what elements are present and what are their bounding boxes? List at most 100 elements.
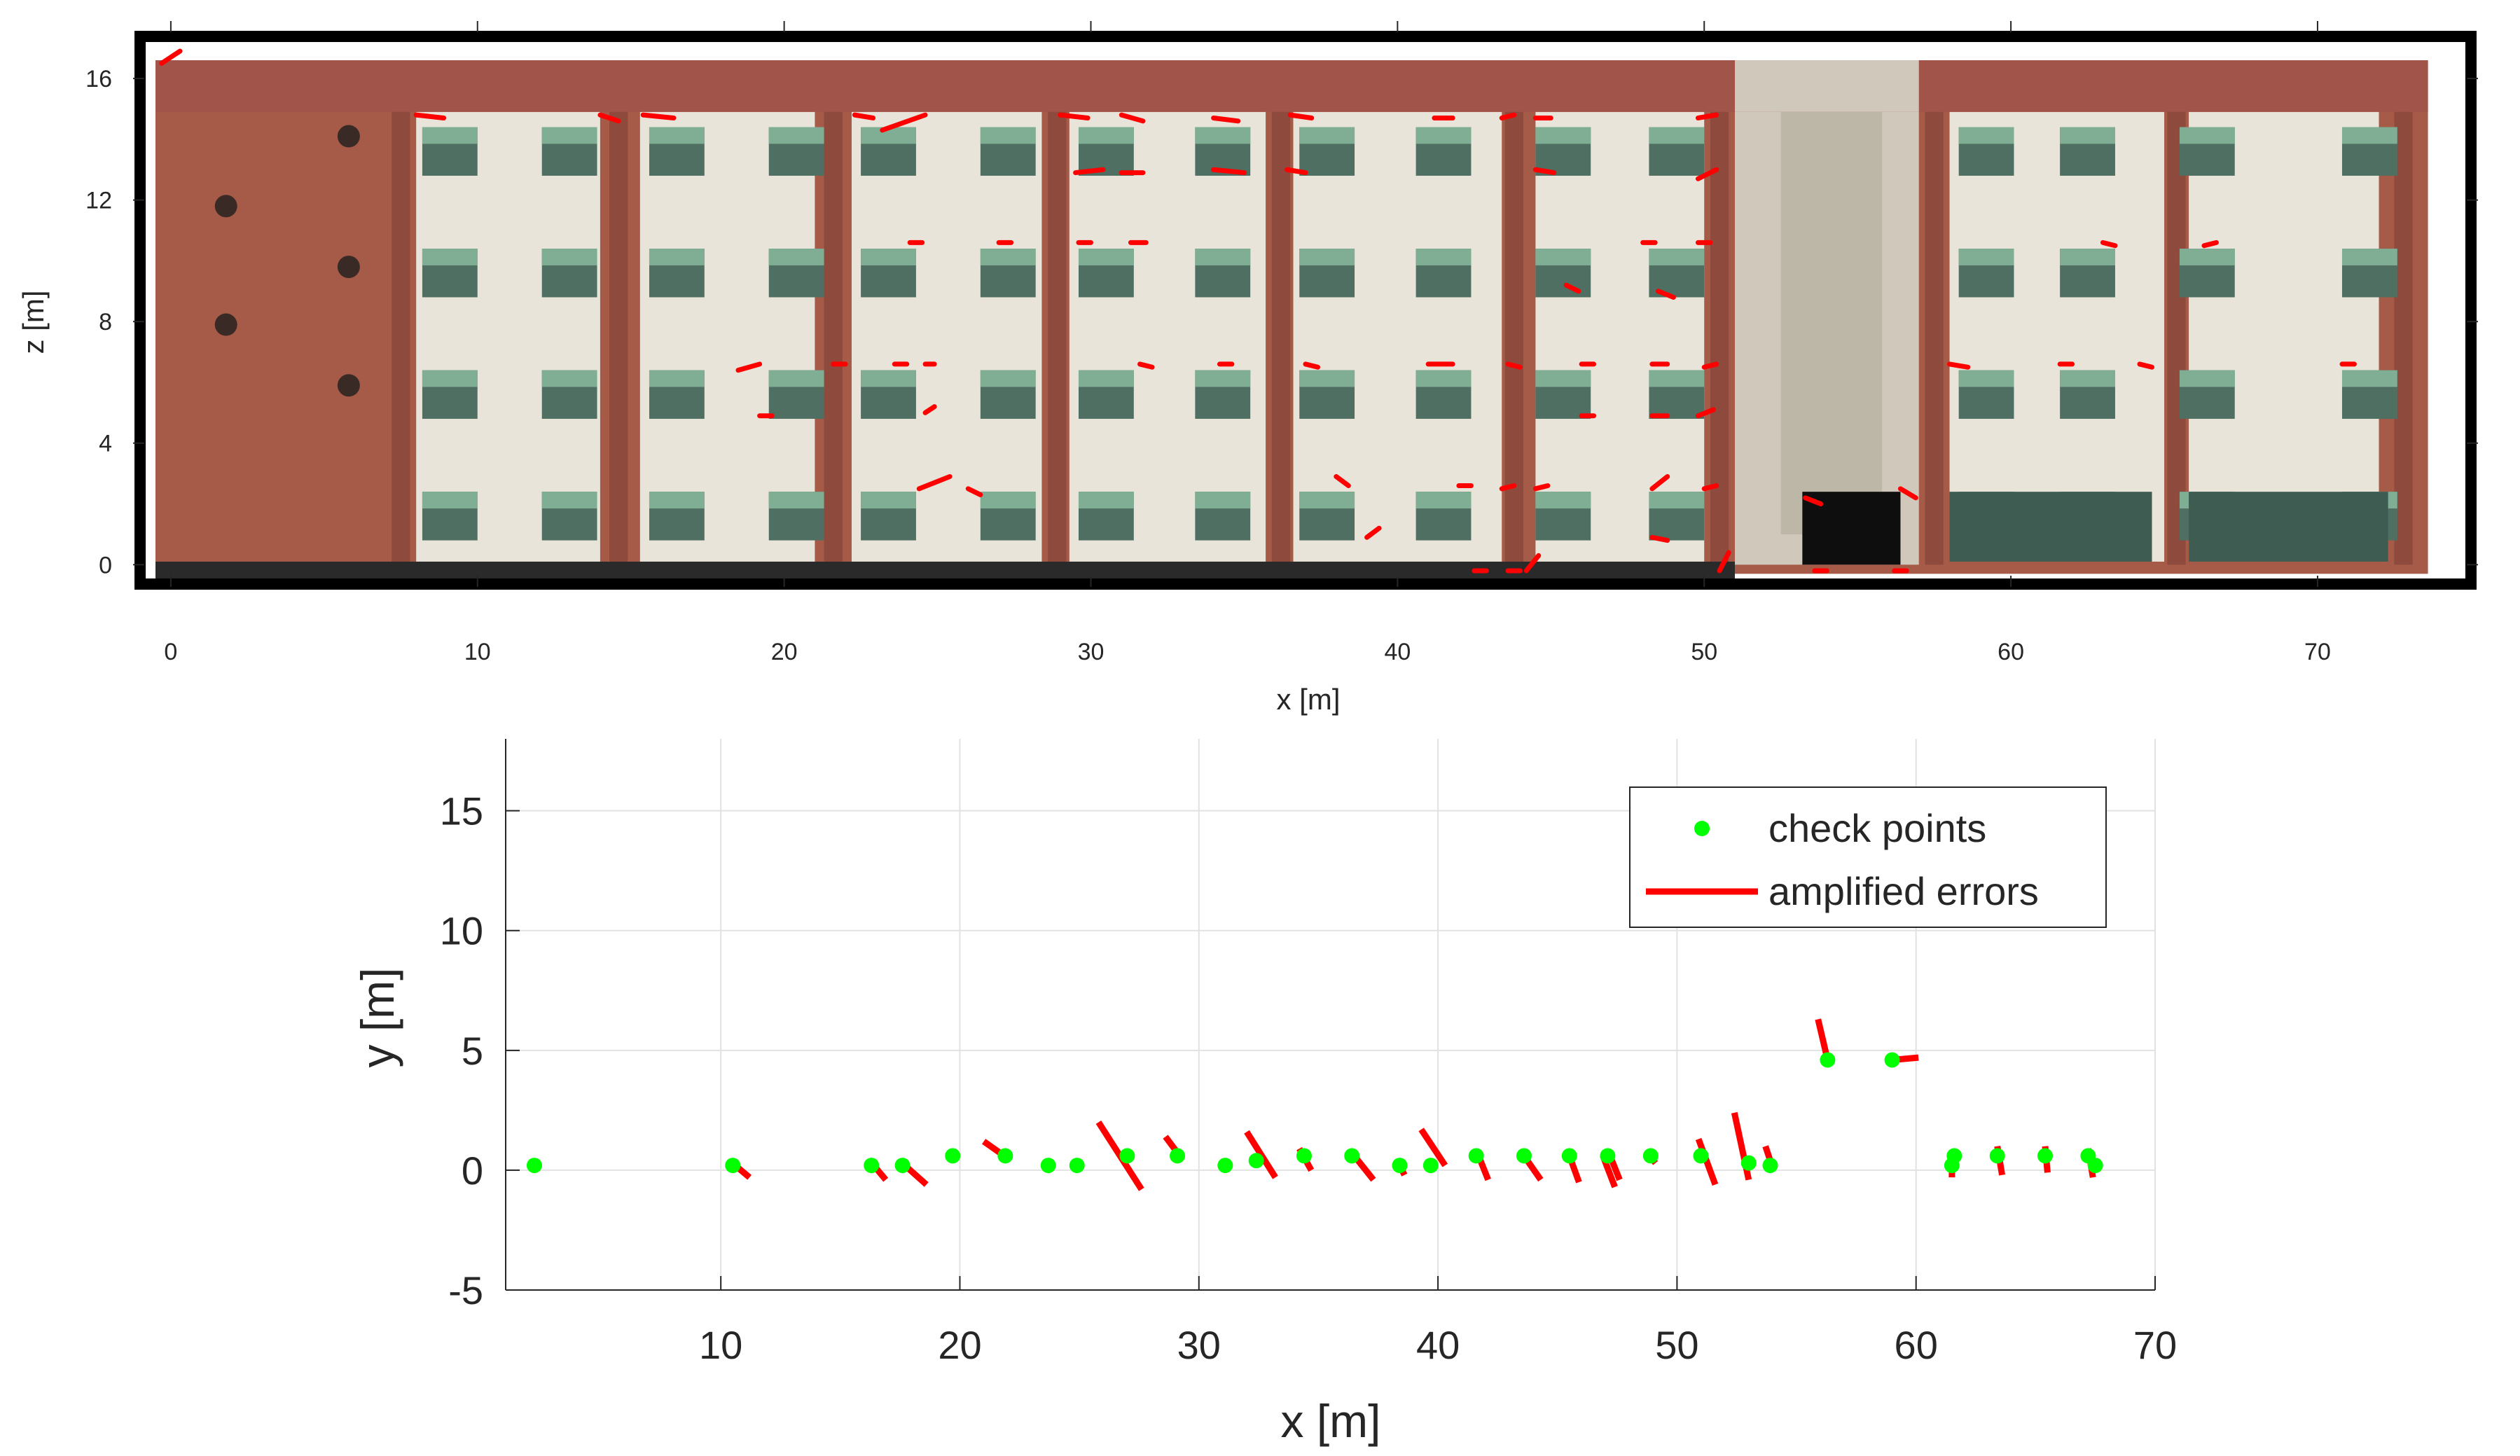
- facade-window-shade: [768, 492, 824, 509]
- facade-window-shade: [2179, 249, 2235, 265]
- plan-check-point: [1740, 1155, 1757, 1171]
- facade-error-segment: [1334, 473, 1351, 488]
- facade-error-segment: [1649, 473, 1670, 492]
- facade-panel: 0 10 20 30 40 50 60 70 0 4 8 12 16 x [m] z [m]: [17, 21, 2478, 716]
- facade-window-shade: [1299, 370, 1355, 387]
- facade-window-shade: [1535, 127, 1591, 144]
- facade-pilaster: [824, 66, 843, 565]
- facade-window-shade: [2341, 249, 2397, 265]
- facade-window-shade: [2060, 127, 2115, 144]
- facade-pilaster: [1048, 66, 1067, 565]
- plan-y-tick-label: -5: [448, 1268, 483, 1312]
- facade-window-shade: [1078, 370, 1134, 387]
- facade-y-axis-label: z [m]: [17, 291, 50, 354]
- facade-shopfront: [2189, 492, 2388, 562]
- facade-round-window: [214, 313, 237, 336]
- facade-error-segment: [1695, 407, 1716, 419]
- legend-errors-label: amplified errors: [1768, 869, 2039, 913]
- facade-frame: [134, 31, 2477, 590]
- facade-plaster-bay: [2189, 111, 2379, 562]
- plan-check-point: [1392, 1158, 1408, 1174]
- facade-window-shade: [861, 370, 916, 387]
- plan-check-point: [1946, 1148, 1962, 1164]
- facade-window-shade: [1958, 249, 2014, 265]
- facade-window-shade: [1535, 492, 1591, 509]
- plan-x-tick-label: 30: [1177, 1323, 1221, 1367]
- facade-ground: [155, 561, 1736, 580]
- facade-error-segment: [1701, 483, 1719, 492]
- facade-error-segment: [1717, 550, 1731, 574]
- facade-window-shade: [1195, 249, 1251, 265]
- plan-x-tick-label: 40: [1416, 1323, 1460, 1367]
- facade-error-segment: [413, 112, 447, 120]
- facade-error-segment: [1523, 553, 1542, 574]
- facade-y-tick-label: 12: [85, 188, 112, 214]
- facade-window-shade: [541, 249, 597, 265]
- facade-error-segment: [1303, 361, 1321, 370]
- facade-window-shade: [861, 127, 916, 144]
- plan-check-point: [1884, 1052, 1900, 1068]
- facade-window-shade: [980, 492, 1036, 509]
- plan-x-tick-label: 70: [2133, 1323, 2177, 1367]
- facade-window-shade: [2341, 370, 2397, 387]
- facade-error-segment: [880, 112, 928, 133]
- plan-check-point: [1248, 1153, 1264, 1169]
- facade-image: [155, 42, 2456, 580]
- facade-stair-window: [1780, 93, 1883, 534]
- facade-window-shade: [649, 492, 705, 509]
- facade-window-shade: [1649, 127, 1705, 144]
- facade-window-shade: [1649, 249, 1705, 265]
- facade-error-segment: [1701, 361, 1719, 370]
- facade-round-window: [214, 195, 237, 218]
- plan-check-point: [1561, 1148, 1577, 1164]
- facade-plaster-bay: [1535, 111, 1705, 562]
- facade-window-shade: [422, 127, 478, 144]
- legend: check points amplified errors: [1629, 786, 2107, 928]
- plan-panel: 10 20 30 40 50 60 70 -5 0 5 10 15 x [m] y [m] check…: [352, 739, 2177, 1447]
- facade-x-tick-label: 30: [1078, 639, 1105, 665]
- plan-check-point: [2037, 1148, 2053, 1164]
- plan-check-point: [1820, 1052, 1836, 1068]
- facade-axes: 0 10 20 30 40 50 60 70 0 4 8 12 16: [85, 21, 2478, 665]
- legend-check-points-label: check points: [1768, 806, 1986, 850]
- facade-window-shade: [1299, 249, 1355, 265]
- facade-error-segment: [1499, 112, 1517, 120]
- plan-check-points: [526, 1052, 2103, 1174]
- facade-error-segment: [159, 48, 183, 66]
- plan-check-point: [1069, 1158, 1085, 1174]
- plan-check-point: [1344, 1148, 1360, 1164]
- facade-window-shade: [861, 492, 916, 509]
- facade-error-segment: [852, 112, 876, 120]
- facade-window-shade: [1415, 127, 1472, 144]
- facade-window-shade: [768, 370, 824, 387]
- facade-plaster-bay: [639, 111, 815, 562]
- facade-x-tick-label: 50: [1691, 639, 1717, 665]
- plan-check-point: [1468, 1148, 1484, 1164]
- facade-error-segment: [2100, 240, 2118, 249]
- facade-window-shade: [861, 249, 916, 265]
- facade-pilaster: [392, 66, 410, 565]
- plan-check-point: [1422, 1158, 1439, 1174]
- plan-check-point: [1989, 1148, 2005, 1164]
- facade-window-shade: [422, 492, 478, 509]
- facade-window-shade: [768, 127, 824, 144]
- facade-pilaster: [1504, 66, 1523, 565]
- plan-check-point: [1600, 1148, 1616, 1164]
- facade-window-shade: [1299, 127, 1355, 144]
- facade-error-segment: [1803, 495, 1824, 507]
- facade-error-segment: [1897, 486, 1918, 501]
- plan-y-tick-label: 0: [462, 1149, 483, 1193]
- facade-error-segment: [1499, 483, 1517, 492]
- facade-window-shade: [1195, 370, 1251, 387]
- plan-x-tick-label: 60: [1895, 1323, 1938, 1367]
- facade-error-segment: [1364, 525, 1382, 540]
- facade-error-segment: [1649, 534, 1670, 543]
- facade-error-segment: [735, 361, 763, 373]
- facade-window-shade: [649, 127, 705, 144]
- facade-plaster-bay: [416, 111, 600, 562]
- facade-error-segment: [1285, 167, 1308, 176]
- plan-check-point: [945, 1148, 961, 1164]
- facade-window-shade: [1649, 370, 1705, 387]
- facade-x-tick-label: 20: [771, 639, 798, 665]
- plan-check-point: [1170, 1148, 1186, 1164]
